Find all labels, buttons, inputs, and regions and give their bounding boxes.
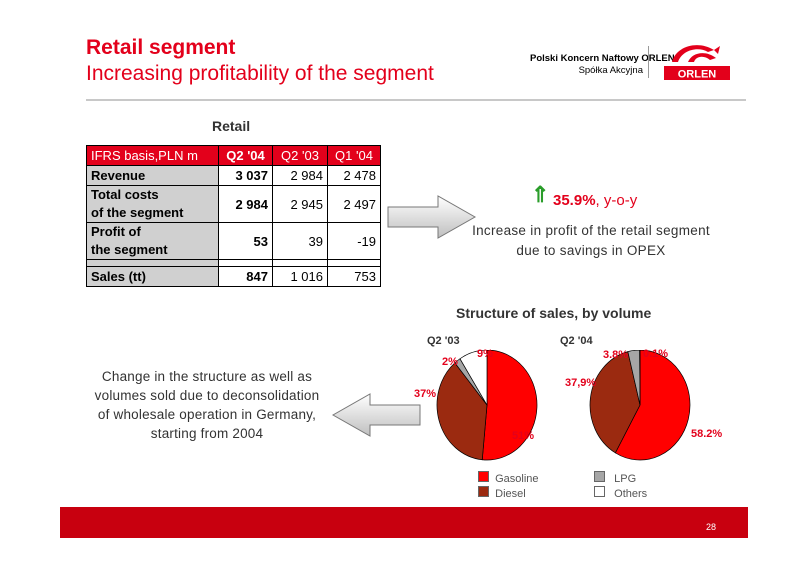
pie-slice-others [459, 350, 488, 407]
pie-slice-diesel [589, 351, 641, 454]
pie-q203-label-diesel: 37% [414, 388, 437, 400]
table-cell: 1 016 [272, 266, 328, 287]
legend-label: Others [614, 488, 648, 500]
table-cell: 2 945 [272, 185, 328, 223]
row-label-line: Total costs [91, 187, 159, 202]
table-cell: 2 478 [327, 165, 381, 186]
legend-lpg: LPG [594, 471, 636, 485]
page-title: Retail segment [86, 36, 236, 59]
growth-explanation: Increase in profit of the retail segment… [472, 223, 710, 258]
pie-name-q204: Q2 '04 [560, 335, 593, 347]
growth-figure: 35.9%, y-o-y [553, 192, 637, 209]
row-label-line: Profit of [91, 224, 141, 239]
pie-slice-diesel [436, 362, 488, 461]
legend-diesel: Diesel [478, 486, 526, 500]
legend-swatch [478, 486, 489, 497]
row-label-line: of the segment [91, 205, 184, 220]
legend-swatch [594, 486, 605, 497]
page-number: 28 [706, 522, 717, 532]
pie-slice-gasoline [614, 350, 691, 461]
right-arrow-icon [387, 195, 477, 239]
orlen-logo: ORLEN [664, 45, 730, 81]
legend-others: Others [594, 486, 647, 500]
header-rule [86, 99, 746, 101]
table-cell: 3 037 [218, 165, 273, 186]
pie-q204-label-others: 0.1% [643, 348, 669, 360]
growth-suffix: , y-o-y [595, 192, 638, 209]
table-cell: 847 [218, 266, 273, 287]
pie-q204 [589, 350, 691, 461]
table-header-cell: Q2 '04 [218, 145, 273, 166]
growth-percent: 35.9% [553, 192, 596, 209]
legend-swatch [478, 471, 489, 482]
structure-note: Change in the structure as well as volum… [94, 369, 320, 441]
legend-swatch [594, 471, 605, 482]
up-arrow-icon: ⇑ [531, 182, 550, 207]
left-arrow-icon [331, 393, 421, 437]
pie-name-q203: Q2 '03 [427, 335, 460, 347]
row-label: Revenue [86, 165, 219, 186]
table-title: Retail [212, 118, 251, 134]
legend-label: Diesel [495, 488, 526, 500]
pie-q204-label-gasoline: 58.2% [691, 428, 723, 440]
table-cell: 53 [218, 222, 273, 260]
table-cell: 753 [327, 266, 381, 287]
table-cell: 2 497 [327, 185, 381, 223]
pie-q203-label-gasoline: 51% [512, 430, 535, 442]
retail-table: IFRS basis,PLN m Q2 '04 Q2 '03 Q1 '04 Re… [86, 145, 381, 287]
table-row: Profit of the segment 53 39 -19 [86, 222, 381, 260]
pie-charts [436, 350, 691, 461]
table-row: Revenue 3 037 2 984 2 478 [86, 165, 381, 186]
row-label-line: the segment [91, 242, 168, 257]
chart-title: Structure of sales, by volume [456, 305, 652, 321]
pie-q204-label-lpg: 3.8% [603, 349, 629, 361]
footer-bar [60, 507, 748, 538]
row-label: Profit of the segment [86, 222, 219, 260]
row-label: Sales (tt) [86, 266, 219, 287]
table-cell: -19 [327, 222, 381, 260]
logo-text: ORLEN [678, 69, 717, 81]
header-divider [648, 46, 649, 78]
row-label: Total costs of the segment [86, 185, 219, 223]
company-type: Spółka Akcyjna [578, 65, 643, 76]
pie-q203-label-others: 9% [477, 348, 493, 360]
table-header-cell: IFRS basis,PLN m [86, 145, 219, 166]
pie-slice-gasoline [481, 350, 538, 461]
legend-label: LPG [614, 473, 637, 485]
pie-q203 [436, 350, 538, 461]
table-header-row: IFRS basis,PLN m Q2 '04 Q2 '03 Q1 '04 [86, 145, 381, 166]
table-header-cell: Q2 '03 [272, 145, 328, 166]
company-name: Polski Koncern Naftowy ORLEN [530, 53, 675, 64]
table-header-cell: Q1 '04 [327, 145, 381, 166]
table-row: Total costs of the segment 2 984 2 945 2 … [86, 185, 381, 223]
legend-label: Gasoline [495, 473, 539, 485]
page-subtitle: Increasing profitability of the segment [86, 62, 434, 85]
table-row: Sales (tt) 847 1 016 753 [86, 266, 381, 287]
legend-gasoline: Gasoline [478, 471, 539, 485]
table-cell: 2 984 [272, 165, 328, 186]
table-cell: 2 984 [218, 185, 273, 223]
table-spacer-row [86, 259, 381, 267]
pie-q204-label-diesel: 37,9% [565, 377, 597, 389]
table-cell: 39 [272, 222, 328, 260]
pie-q203-label-lpg: 2% [442, 356, 458, 368]
